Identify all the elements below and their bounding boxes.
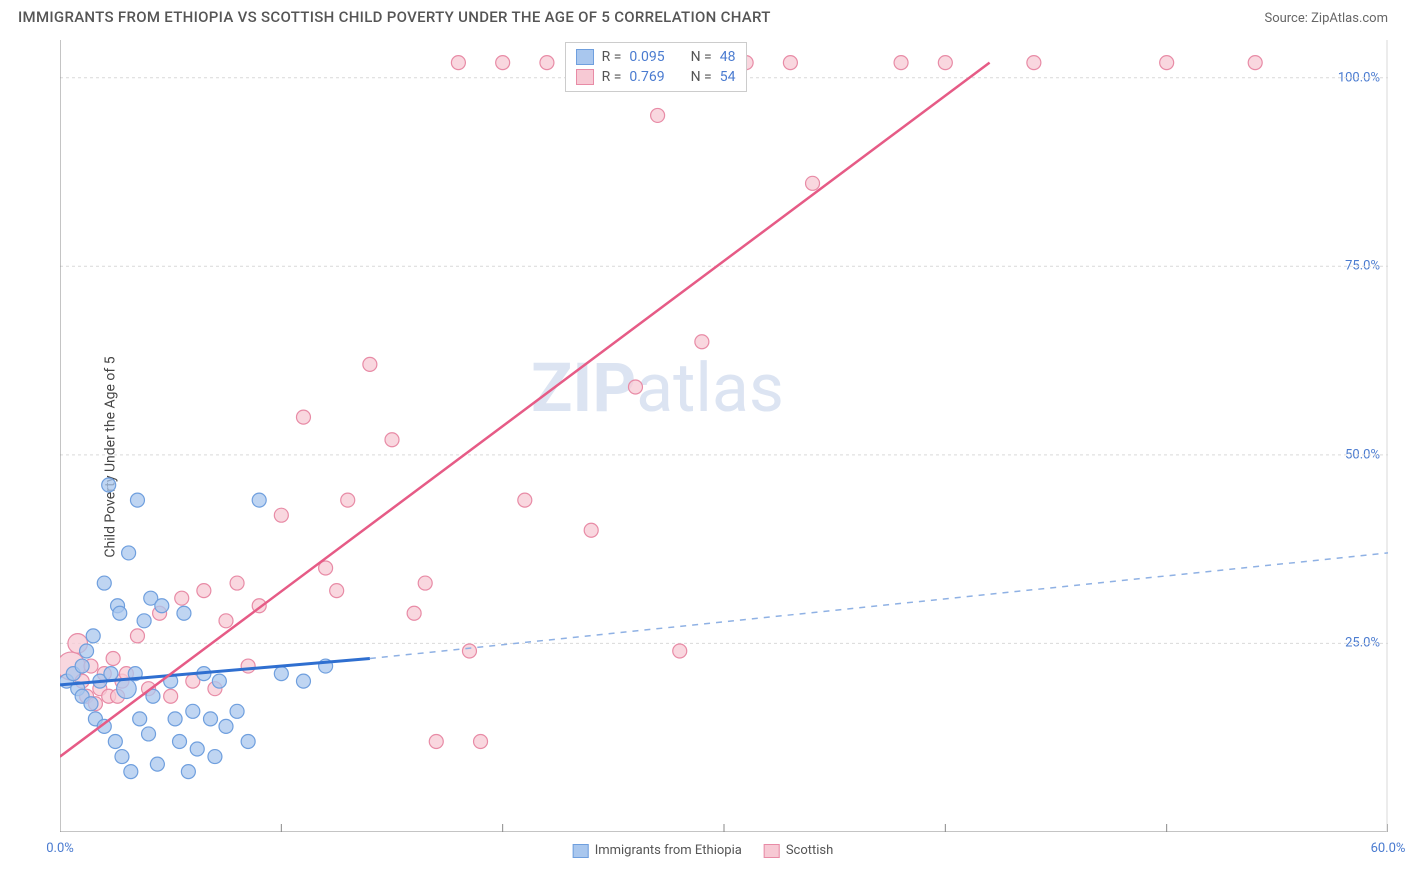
r-label: R = — [602, 69, 622, 85]
legend-top-box: R = 0.095 N = 48 R = 0.769 N = 54 — [565, 42, 747, 92]
source-label: Source: ZipAtlas.com — [1264, 11, 1388, 26]
legend-item: Scottish — [764, 843, 833, 858]
legend-swatch — [573, 844, 589, 858]
x-tick-label: 60.0% — [1371, 841, 1406, 856]
legend-bottom: Immigrants from Ethiopia Scottish — [573, 843, 834, 858]
n-label: N = — [691, 49, 712, 65]
legend-swatch — [576, 69, 594, 85]
legend-top-row: R = 0.769 N = 54 — [576, 67, 736, 87]
r-value: 0.095 — [629, 49, 664, 65]
chart-svg — [60, 40, 1388, 832]
plot-area: ZIPatlas 25.0%50.0%75.0%100.0% R = 0.095… — [60, 40, 1388, 832]
r-label: R = — [602, 49, 622, 65]
legend-swatch — [764, 844, 780, 858]
chart-title: IMMIGRANTS FROM ETHIOPIA VS SCOTTISH CHI… — [18, 8, 771, 26]
chart-container: Child Poverty Under the Age of 5 ZIPatla… — [18, 40, 1388, 874]
r-value: 0.769 — [629, 69, 664, 85]
x-tick-label: 0.0% — [46, 841, 74, 856]
n-value: 54 — [720, 69, 736, 85]
n-label: N = — [691, 69, 712, 85]
legend-label: Scottish — [786, 843, 833, 858]
legend-item: Immigrants from Ethiopia — [573, 843, 742, 858]
legend-top-row: R = 0.095 N = 48 — [576, 47, 736, 67]
legend-label: Immigrants from Ethiopia — [595, 843, 742, 858]
legend-swatch — [576, 49, 594, 65]
n-value: 48 — [720, 49, 736, 65]
